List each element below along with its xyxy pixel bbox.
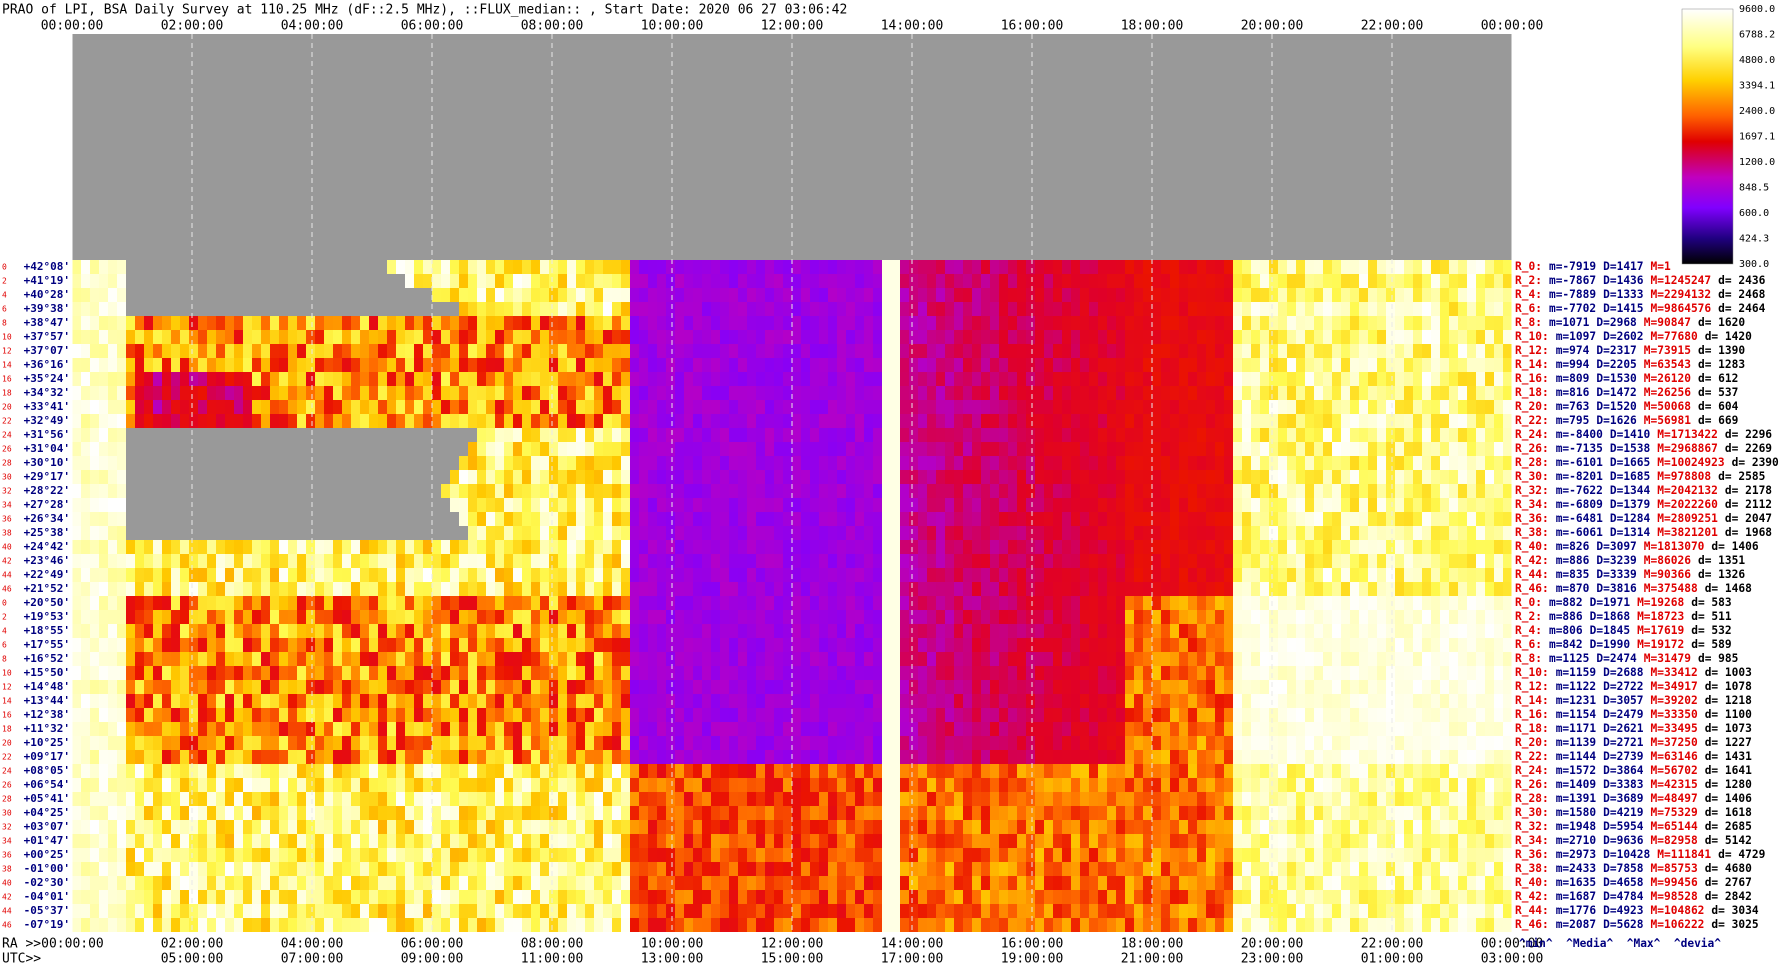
page: PRAO of LPI, BSA Daily Survey at 110.25 … [2, 2, 1780, 967]
survey-plot: PRAO of LPI, BSA Daily Survey at 110.25 … [2, 3, 1779, 967]
